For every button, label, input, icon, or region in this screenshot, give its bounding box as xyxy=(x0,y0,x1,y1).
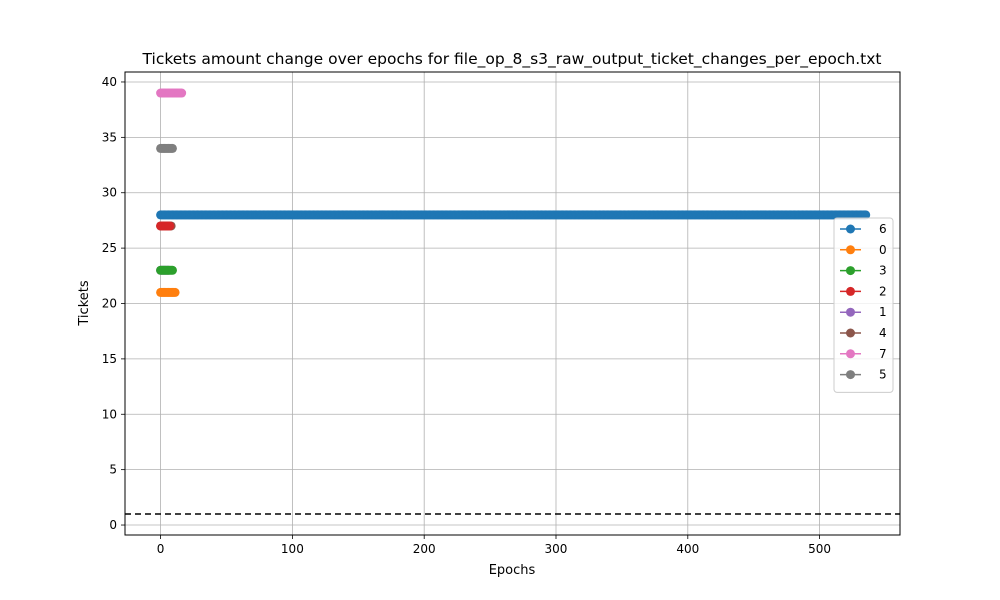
series-group xyxy=(156,88,871,297)
legend-item-6: 6 xyxy=(840,222,887,236)
y-tick-label: 40 xyxy=(102,75,117,89)
legend-label: 1 xyxy=(879,305,887,319)
legend-marker xyxy=(846,370,855,380)
data-point xyxy=(165,221,175,231)
legend-marker xyxy=(846,245,855,255)
data-point xyxy=(167,265,177,275)
legend-item-1: 1 xyxy=(840,305,887,319)
legend-label: 5 xyxy=(879,368,887,382)
y-tick-label: 0 xyxy=(109,518,117,532)
legend-label: 7 xyxy=(879,347,887,361)
legend-marker xyxy=(846,349,855,359)
x-axis-label: Epochs xyxy=(489,563,536,578)
y-axis-ticks: 0 5 10 15 20 25 30 35 40 xyxy=(102,75,125,532)
x-tick-label: 0 xyxy=(157,542,165,556)
grid-lines xyxy=(125,72,900,535)
legend-label: 4 xyxy=(879,326,887,340)
legend-item-5: 5 xyxy=(840,368,887,382)
y-tick-label: 25 xyxy=(102,241,117,255)
legend-label: 0 xyxy=(879,243,887,257)
chart-title: Tickets amount change over epochs for fi… xyxy=(142,50,882,69)
y-tick-label: 5 xyxy=(109,463,117,477)
legend-box xyxy=(833,217,894,393)
x-axis-ticks: 0 100 200 300 400 500 xyxy=(157,535,831,556)
series-0 xyxy=(156,287,180,297)
x-tick-label: 400 xyxy=(676,542,699,556)
series-3 xyxy=(156,265,177,275)
legend-marker xyxy=(846,286,855,296)
x-tick-label: 500 xyxy=(808,542,831,556)
legend-marker xyxy=(846,266,855,276)
series-7 xyxy=(156,88,187,98)
legend-marker xyxy=(846,307,855,317)
data-point xyxy=(167,143,177,153)
y-tick-label: 20 xyxy=(102,297,117,311)
y-tick-label: 15 xyxy=(102,352,117,366)
y-tick-label: 30 xyxy=(102,186,117,200)
y-tick-label: 35 xyxy=(102,130,117,144)
x-tick-label: 300 xyxy=(545,542,568,556)
data-point xyxy=(861,210,871,220)
y-tick-label: 10 xyxy=(102,407,117,421)
data-point xyxy=(177,88,187,98)
legend-marker xyxy=(846,224,855,234)
series-2 xyxy=(156,221,175,231)
legend-marker xyxy=(846,328,855,338)
x-tick-label: 100 xyxy=(281,542,304,556)
legend-item-2: 2 xyxy=(840,284,887,298)
x-tick-label: 200 xyxy=(413,542,436,556)
y-axis-label: Tickets xyxy=(77,280,92,326)
legend-item-7: 7 xyxy=(840,347,887,361)
legend-item-0: 0 xyxy=(840,243,887,257)
legend-label: 2 xyxy=(879,284,887,298)
legend-label: 3 xyxy=(879,264,887,278)
legend: 6 0 3 2 1 4 7 5 xyxy=(833,217,894,393)
series-6 xyxy=(156,210,871,220)
legend-item-3: 3 xyxy=(840,264,887,278)
series-5 xyxy=(156,143,177,153)
data-point xyxy=(170,287,180,297)
legend-item-4: 4 xyxy=(840,326,887,340)
legend-label: 6 xyxy=(879,222,887,236)
